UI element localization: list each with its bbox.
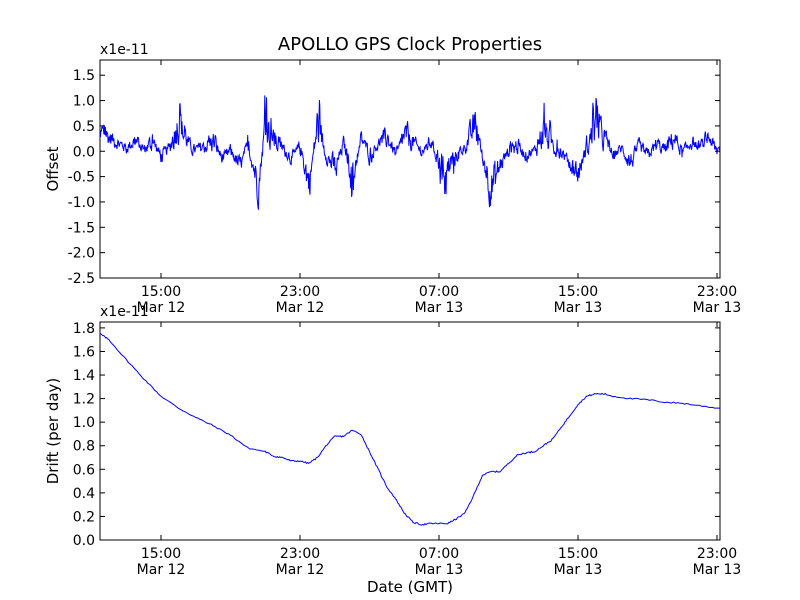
y-tick-label: -0.5 [68,170,95,186]
y-multiplier: x1e-11 [100,42,149,58]
y-tick-label: 1.2 [73,392,95,408]
x-tick-date: Mar 13 [693,300,742,316]
x-tick-time: 07:00 [419,284,459,300]
y-tick-label: -2.5 [68,271,95,287]
y-tick-label: 1.6 [73,344,95,360]
x-tick-time: 23:00 [697,546,737,562]
plot-frame [99,59,721,279]
x-tick-date: Mar 13 [554,562,603,578]
y-tick-label: 1.5 [73,68,95,84]
y-tick-label: 0.2 [73,509,95,525]
y-tick-label: 1.0 [73,94,95,110]
x-tick-date: Mar 12 [137,562,186,578]
y-axis-label: Drift (per day) [44,378,62,485]
y-tick-label: -1.5 [68,220,95,236]
y-tick-label: 0.0 [73,533,95,549]
y-tick-label: 0.4 [73,486,95,502]
y-tick-label: 1.4 [73,368,95,384]
y-multiplier: x1e-11 [100,304,149,320]
x-tick-time: 07:00 [419,546,459,562]
y-tick-label: 0.6 [73,462,95,478]
x-tick-date: Mar 13 [415,300,464,316]
x-tick-date: Mar 12 [276,300,325,316]
offset-series-line [100,95,720,210]
x-axis-label: Date (GMT) [367,578,453,596]
x-tick-time: 15:00 [141,284,181,300]
x-tick-time: 15:00 [141,546,181,562]
chart-title: APOLLO GPS Clock Properties [278,34,542,55]
y-tick-label: 1.8 [73,321,95,337]
y-tick-label: -2.0 [68,246,95,262]
x-tick-date: Mar 13 [415,562,464,578]
plot-frame [99,321,721,541]
y-tick-label: 1.0 [73,415,95,431]
x-tick-time: 23:00 [697,284,737,300]
y-tick-label: 0.8 [73,439,95,455]
y-tick-label: 0.5 [73,119,95,135]
x-tick-time: 15:00 [558,546,598,562]
y-tick-label: -1.0 [68,195,95,211]
x-tick-time: 23:00 [280,284,320,300]
x-tick-date: Mar 13 [554,300,603,316]
x-tick-time: 23:00 [280,546,320,562]
drift-series-line [100,332,720,526]
x-tick-date: Mar 13 [693,562,742,578]
offset-panel: -2.5-2.0-1.5-1.0-0.50.00.51.01.515:00Mar… [44,34,742,316]
x-tick-date: Mar 12 [276,562,325,578]
x-tick-time: 15:00 [558,284,598,300]
y-tick-label: 0.0 [73,144,95,160]
x-tick-date: Mar 12 [137,300,186,316]
y-axis-label: Offset [44,146,62,191]
